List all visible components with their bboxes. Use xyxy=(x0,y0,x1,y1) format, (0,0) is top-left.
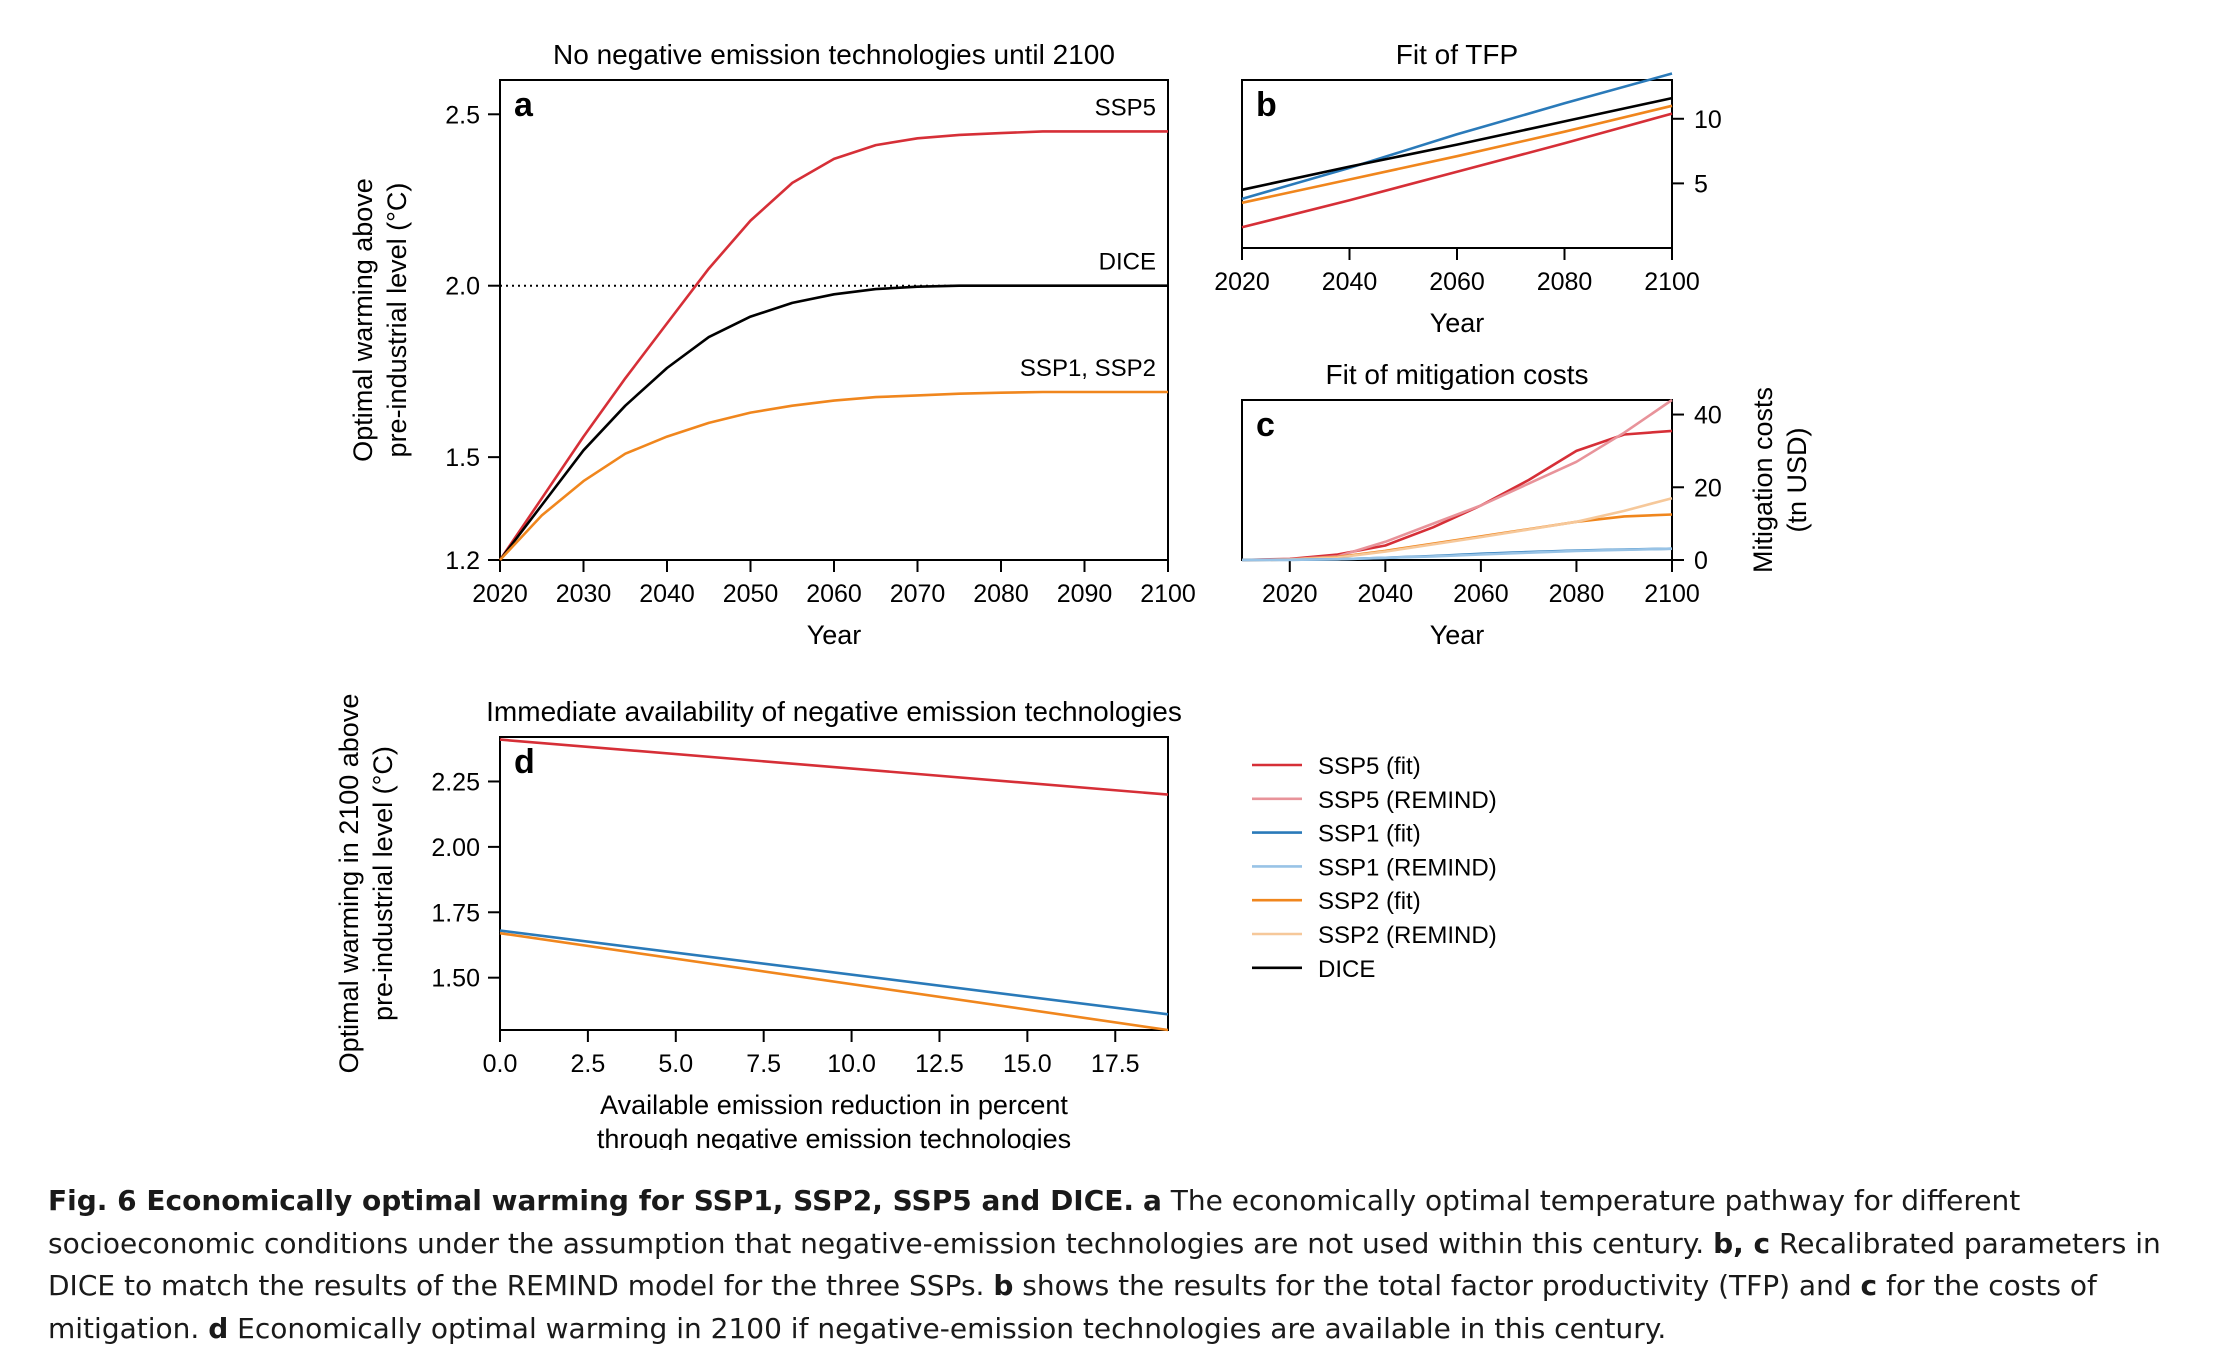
panel-a-series-label: DICE xyxy=(1099,249,1156,276)
panel-a-ytick-label: 2.0 xyxy=(445,273,480,301)
panel-d-frame xyxy=(499,736,1169,1031)
panel-a-ylabel-line: pre-industrial level (°C) xyxy=(382,183,412,458)
panel-d-ylabel-line: Optimal warming in 2100 above xyxy=(334,694,364,1074)
legend-label: DICE xyxy=(1318,956,1375,983)
panel-c-line-ssp1-remind- xyxy=(1241,547,1673,562)
panel-d-xtick-label: 7.5 xyxy=(746,1050,781,1078)
panel-a-series-label: SSP5 xyxy=(1095,94,1156,121)
caption-text-a: The economically optimal temperature pat… xyxy=(48,1184,2021,1260)
panel-c-xtick-label: 2060 xyxy=(1453,580,1509,608)
panel-b-frame xyxy=(1241,79,1673,249)
caption-text-d: Economically optimal warming in 2100 if … xyxy=(237,1311,1667,1345)
panel-a-xtick-label: 2070 xyxy=(890,580,946,608)
caption-letter-c: c xyxy=(1860,1269,1878,1302)
legend-label: SSP1 (fit) xyxy=(1318,821,1421,848)
panel-b-line-ssp5 xyxy=(1241,112,1673,229)
panel-c-ytick-label: 0 xyxy=(1694,547,1708,575)
panel-b-xtick-label: 2020 xyxy=(1214,268,1270,296)
panel-c-line-ssp2-fit- xyxy=(1241,513,1673,562)
panel-b-xtick-label: 2060 xyxy=(1429,268,1485,296)
panel-a-ytick-label: 2.5 xyxy=(445,101,480,129)
panel-c-xtick-label: 2020 xyxy=(1262,580,1318,608)
caption-letter-a: a xyxy=(1142,1184,1162,1217)
panel-d-line-ssp5 xyxy=(499,738,1169,796)
panel-a-line-ssp5 xyxy=(498,130,1168,561)
caption-letter-d: d xyxy=(208,1311,229,1345)
panel-d-ylabel-line: pre-industrial level (°C) xyxy=(368,746,398,1021)
panel-d-ytick-label: 1.50 xyxy=(431,965,480,993)
panel-d-title: Immediate availability of negative emiss… xyxy=(486,696,1182,727)
panel-d-xtick-label: 0.0 xyxy=(483,1050,518,1078)
panel-b-ytick-label: 5 xyxy=(1694,170,1708,198)
panel-d-xtick-label: 15.0 xyxy=(1003,1050,1052,1078)
panel-d-ytick-label: 2.00 xyxy=(431,834,480,862)
caption-fig-title: Fig. 6 Economically optimal warming for … xyxy=(48,1184,1135,1217)
panel-d-line-ssp1 xyxy=(499,929,1169,1016)
panel-d-xtick-label: 12.5 xyxy=(915,1050,964,1078)
panel-d-xtick-label: 10.0 xyxy=(827,1050,876,1078)
legend-label: SSP1 (REMIND) xyxy=(1318,854,1497,881)
panel-c-xtick-label: 2100 xyxy=(1644,580,1700,608)
panel-a-xtick-label: 2060 xyxy=(806,580,862,608)
panel-b-ytick-label: 10 xyxy=(1694,106,1722,134)
caption-letter-bc: b, c xyxy=(1713,1226,1771,1260)
panel-c-line-ssp5-remind- xyxy=(1241,398,1673,562)
panel-c-title: Fit of mitigation costs xyxy=(1326,359,1589,390)
panel-a-frame xyxy=(499,79,1169,561)
panel-b-line-ssp2 xyxy=(1241,104,1673,205)
panel-c-xtick-label: 2080 xyxy=(1549,580,1605,608)
caption-text-bc: Recalibrated parameters in DICE to match… xyxy=(48,1226,2161,1303)
panel-a-xlabel: Year xyxy=(807,620,862,650)
legend-label: SSP2 (fit) xyxy=(1318,888,1421,915)
panel-d-xtick-label: 2.5 xyxy=(571,1050,606,1078)
legend-label: SSP5 (fit) xyxy=(1318,753,1421,780)
legend-label: SSP2 (REMIND) xyxy=(1318,922,1497,949)
caption-letter-b: b xyxy=(993,1269,1014,1302)
panel-b-letter: b xyxy=(1256,86,1277,124)
panel-d-xlabel-line: Available emission reduction in percent xyxy=(600,1090,1068,1120)
panel-a-xtick-label: 2030 xyxy=(556,580,612,608)
panel-c-xtick-label: 2040 xyxy=(1358,580,1414,608)
panel-a-line-dice xyxy=(498,284,1168,561)
panel-a-ytick-label: 1.5 xyxy=(445,444,480,472)
panel-c-ytick-label: 20 xyxy=(1694,474,1722,502)
panel-a-ylabel-line: Optimal warming above xyxy=(348,178,378,462)
panel-b-xlabel: Year xyxy=(1430,308,1485,338)
panel-b-line-ssp1 xyxy=(1241,72,1673,201)
panel-a-series-label: SSP1, SSP2 xyxy=(1020,355,1156,382)
panel-c-xlabel: Year xyxy=(1430,620,1485,650)
panel-a-ytick-label: 1.2 xyxy=(445,547,480,575)
panel-b-line-dice xyxy=(1241,96,1673,192)
caption-text-b: shows the results for the total factor p… xyxy=(1022,1269,1852,1302)
panel-d-xtick-label: 17.5 xyxy=(1091,1050,1140,1078)
panel-a-xtick-label: 2050 xyxy=(723,580,779,608)
panel-d-xtick-label: 5.0 xyxy=(658,1050,693,1078)
caption-text-c: for the costs of mitigation. xyxy=(48,1269,2097,1345)
panel-a-title: No negative emission technologies until … xyxy=(553,39,1115,70)
panel-a-xtick-label: 2090 xyxy=(1057,580,1113,608)
panel-b-xtick-label: 2100 xyxy=(1644,268,1700,296)
panel-d-letter: d xyxy=(514,743,535,781)
panel-c-ylabel-right-line: (tn USD) xyxy=(1782,427,1812,532)
panel-b-title: Fit of TFP xyxy=(1396,39,1518,70)
panel-d-ytick-label: 1.75 xyxy=(431,899,480,927)
panel-c-frame xyxy=(1241,399,1673,561)
panel-b-xtick-label: 2040 xyxy=(1322,268,1378,296)
panel-b-xtick-label: 2080 xyxy=(1537,268,1593,296)
panel-c-letter: c xyxy=(1256,406,1275,444)
panel-a-xtick-label: 2080 xyxy=(973,580,1029,608)
panel-d-line-ssp2 xyxy=(499,931,1169,1032)
panel-c-ytick-label: 40 xyxy=(1694,402,1722,430)
panel-c-ylabel-right-line: Mitigation costs xyxy=(1748,387,1778,573)
panel-a-line-ssp1-ssp2 xyxy=(499,390,1168,561)
figure: 2020 2030 2040 2050 2060 2070 2080 2090 21001.21… xyxy=(334,39,1812,1150)
panel-a-letter: a xyxy=(514,86,534,124)
panel-a-xtick-label: 2040 xyxy=(639,580,695,608)
panel-d-ytick-label: 2.25 xyxy=(431,768,480,796)
legend-label: SSP5 (REMIND) xyxy=(1318,787,1497,814)
panel-a-xtick-label: 2100 xyxy=(1140,580,1196,608)
panel-a-xtick-label: 2020 xyxy=(472,580,528,608)
panel-d-xlabel-line: through negative emission technologies xyxy=(597,1124,1071,1150)
figure-caption: Fig. 6 Economically optimal warming for … xyxy=(48,1180,2178,1350)
